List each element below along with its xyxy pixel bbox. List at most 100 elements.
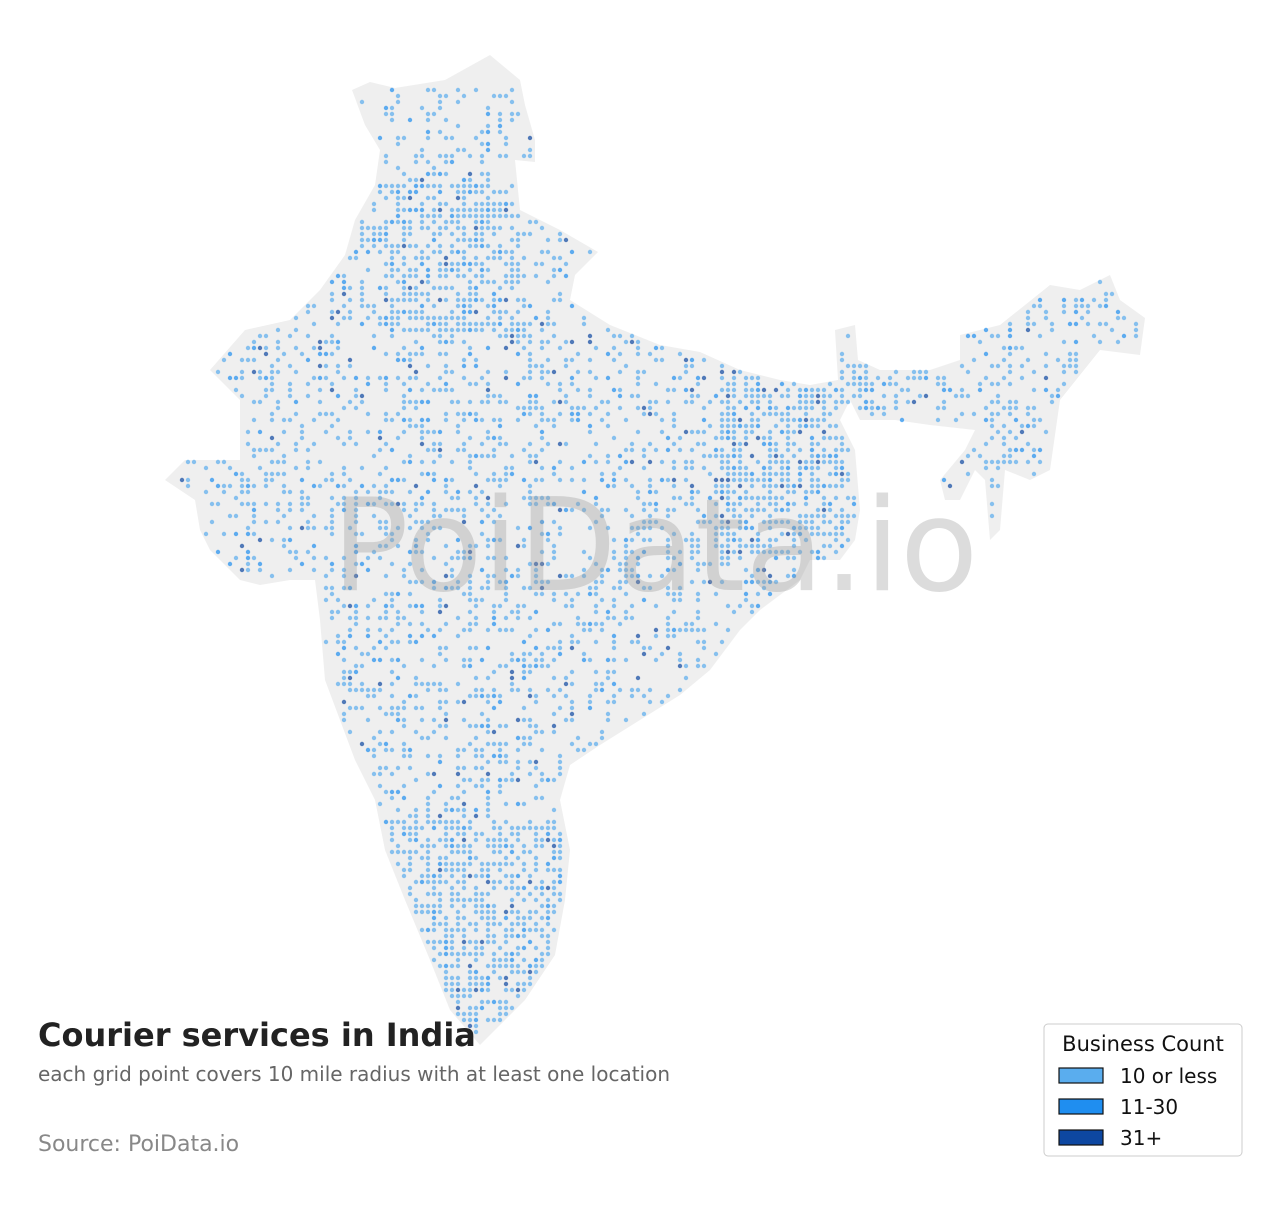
grid-point [509,339,515,345]
grid-point [323,477,329,483]
grid-point [605,459,611,465]
grid-point [479,261,485,267]
grid-point [419,501,425,507]
grid-point [467,663,473,669]
grid-point [449,981,455,987]
grid-point [479,159,485,165]
grid-point [485,729,491,735]
grid-point [395,615,401,621]
grid-point [479,327,485,333]
grid-point [515,777,521,783]
grid-point [833,525,839,531]
grid-point [941,477,947,483]
grid-point [185,477,191,483]
grid-point [389,273,395,279]
grid-point [617,621,623,627]
grid-point [449,933,455,939]
grid-point [401,237,407,243]
grid-point [593,459,599,465]
grid-point [611,639,617,645]
grid-point [773,507,779,513]
grid-point [797,423,803,429]
grid-point [401,459,407,465]
grid-point [827,435,833,441]
grid-point [533,657,539,663]
grid-point [1097,321,1103,327]
grid-point [491,573,497,579]
grid-point [527,393,533,399]
grid-point [203,531,209,537]
grid-point [305,549,311,555]
grid-point [575,615,581,621]
grid-point [767,519,773,525]
grid-point [833,537,839,543]
grid-point [767,399,773,405]
grid-point [413,423,419,429]
grid-point [491,309,497,315]
grid-point [371,693,377,699]
grid-point [899,387,905,393]
grid-point [473,927,479,933]
grid-point [443,699,449,705]
grid-point [731,405,737,411]
grid-point [389,87,395,93]
grid-point [551,555,557,561]
grid-point [275,471,281,477]
grid-point [281,513,287,519]
grid-point [773,483,779,489]
grid-point [749,429,755,435]
grid-point [791,489,797,495]
grid-point [245,525,251,531]
grid-point [557,639,563,645]
grid-point [827,459,833,465]
grid-point [599,735,605,741]
grid-point [863,399,869,405]
grid-point [413,297,419,303]
grid-point [455,423,461,429]
grid-point [383,609,389,615]
grid-point [461,255,467,261]
grid-point [329,591,335,597]
grid-point [419,399,425,405]
grid-point [563,273,569,279]
grid-point [503,939,509,945]
grid-point [401,741,407,747]
grid-point [491,249,497,255]
grid-point [359,663,365,669]
grid-point [455,261,461,267]
grid-point [833,495,839,501]
grid-point [311,345,317,351]
grid-point [395,639,401,645]
grid-point [557,771,563,777]
grid-point [611,597,617,603]
grid-point [413,837,419,843]
grid-point [719,411,725,417]
grid-point [1043,429,1049,435]
grid-point [521,885,527,891]
grid-point [731,441,737,447]
grid-point [443,351,449,357]
grid-point [551,417,557,423]
grid-point [521,543,527,549]
grid-point [395,807,401,813]
grid-point [725,555,731,561]
grid-point [527,411,533,417]
grid-point [539,729,545,735]
grid-point [233,555,239,561]
grid-point [695,519,701,525]
grid-point [551,849,557,855]
grid-point [647,501,653,507]
grid-point [911,375,917,381]
grid-point [551,843,557,849]
grid-point [515,321,521,327]
grid-point [749,507,755,513]
grid-point [455,429,461,435]
grid-point [383,741,389,747]
grid-point [479,687,485,693]
grid-point [629,687,635,693]
grid-point [521,345,527,351]
grid-point [473,885,479,891]
grid-point [473,285,479,291]
grid-point [473,981,479,987]
grid-point [497,789,503,795]
